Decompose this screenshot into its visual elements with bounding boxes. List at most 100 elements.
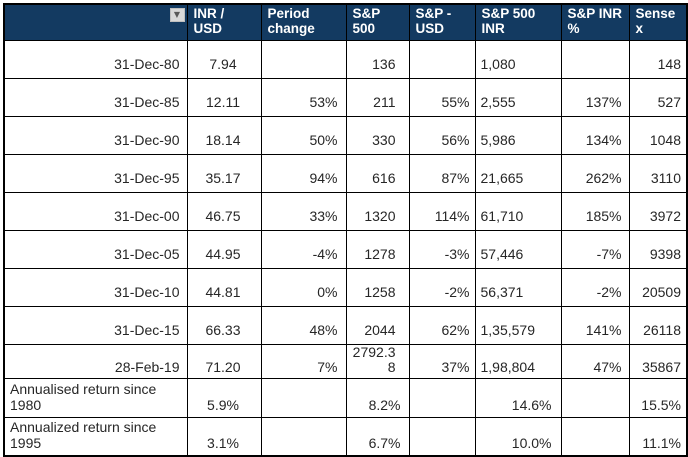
cell-text: 7%	[317, 358, 338, 375]
cell-text: 141%	[585, 321, 622, 338]
cell-text: 1258	[364, 283, 396, 300]
cell-text: 21,665	[480, 169, 524, 186]
column-header: INR / USD	[186, 3, 262, 41]
filter-dropdown-button[interactable]: ▼	[169, 8, 185, 22]
value-cell: 57,446	[474, 229, 562, 269]
table-row: 31-Dec-80 7.94 136 1,080 148	[3, 39, 688, 79]
summary-row: Annualized return since 1995 3.1% 6.7% 10.0…	[3, 416, 688, 456]
value-cell: 21,665	[474, 153, 562, 193]
value-cell: 0%	[260, 267, 347, 307]
cell-text: 31-Dec-00	[114, 207, 180, 224]
cell-text: 114%	[434, 207, 470, 224]
value-cell: 1048	[628, 115, 688, 155]
column-header-label: INR / USD	[193, 6, 225, 37]
value-cell: 61,710	[474, 191, 562, 231]
summary-value-cell	[560, 377, 630, 418]
table-row: 31-Dec-95 35.17 94% 616 87% 21,665 262% 3110	[3, 153, 688, 193]
cell-text: 44.81	[205, 283, 241, 300]
cell-text: 46.75	[205, 207, 241, 224]
cell-text: 137%	[585, 93, 622, 110]
table-row: 31-Dec-05 44.95 -4% 1278 -3% 57,446 -7% 9398	[3, 229, 688, 269]
cell-text: 33%	[309, 207, 338, 224]
value-cell: -2%	[560, 267, 630, 307]
column-header-label: S&P - USD	[415, 6, 452, 37]
table-row: 31-Dec-00 46.75 33% 1320 114% 61,710 185% 3972	[3, 191, 688, 231]
summary-value-cell	[260, 416, 347, 456]
summary-value-cell	[408, 377, 476, 418]
date-cell: 31-Dec-95	[3, 153, 188, 193]
value-cell: 66.33	[186, 305, 262, 345]
value-cell	[260, 39, 347, 79]
cell-text: 12.11	[206, 93, 240, 110]
date-cell: 31-Dec-90	[3, 115, 188, 155]
summary-value-cell: 10.0%	[474, 416, 562, 456]
cell-text: 31-Dec-80	[114, 55, 180, 72]
cell-text: 20509	[642, 283, 681, 300]
cell-text: 148	[657, 55, 681, 72]
value-cell: 3972	[628, 191, 688, 231]
value-cell: 44.81	[186, 267, 262, 307]
value-cell: 262%	[560, 153, 630, 193]
value-cell: 185%	[560, 191, 630, 231]
cell-text: 2,555	[480, 93, 516, 110]
table-row: 31-Dec-90 18.14 50% 330 56% 5,986 134% 1048	[3, 115, 688, 155]
cell-text: 136	[372, 55, 396, 72]
row-label-column-header: ▼	[3, 3, 188, 41]
cell-text: 35867	[642, 358, 681, 375]
value-cell: 1,35,579	[474, 305, 562, 345]
value-cell: 2044	[345, 305, 410, 345]
value-cell: 136	[345, 39, 410, 79]
cell-text: 1,080	[480, 55, 516, 72]
value-cell: 18.14	[186, 115, 262, 155]
cell-text: 2044	[364, 321, 396, 338]
value-cell	[408, 39, 476, 79]
date-cell: 28-Feb-19	[3, 343, 188, 379]
cell-text: 3.1%	[207, 434, 239, 451]
cell-text: 7.94	[209, 55, 237, 72]
cell-text: 527	[657, 93, 681, 110]
value-cell: 35867	[628, 343, 688, 379]
cell-text: Annualised return since 1980	[10, 380, 157, 413]
date-cell: 31-Dec-80	[3, 39, 188, 79]
column-header: S&P 500	[345, 3, 410, 41]
table-row: 31-Dec-85 12.11 53% 211 55% 2,555 137% 527	[3, 77, 688, 117]
value-cell: 330	[345, 115, 410, 155]
cell-text: 61,710	[480, 207, 524, 224]
cell-text: 71.20	[205, 358, 241, 375]
cell-text: 9398	[649, 245, 681, 262]
cell-text: 2792.38	[352, 344, 396, 375]
cell-text: 1278	[364, 245, 396, 262]
summary-value-cell: 6.7%	[345, 416, 410, 456]
summary-value-cell: 3.1%	[186, 416, 262, 456]
cell-text: 6.7%	[368, 434, 401, 451]
column-header: S&P - USD	[408, 3, 476, 41]
returns-table: ▼ INR / USD Period change S&P 500 S&P - USD S…	[3, 3, 688, 457]
cell-text: 1048	[649, 131, 681, 148]
summary-value-cell: 8.2%	[345, 377, 410, 418]
date-cell: 31-Dec-10	[3, 267, 188, 307]
cell-text: 31-Dec-95	[114, 169, 180, 186]
value-cell: 87%	[408, 153, 476, 193]
column-header-label: Period change	[267, 6, 315, 37]
cell-text: 37%	[441, 358, 470, 375]
cell-text: 1,98,804	[480, 358, 536, 375]
cell-text: 28-Feb-19	[114, 358, 180, 375]
value-cell: 141%	[560, 305, 630, 345]
column-header-label: S&P 500 INR	[481, 6, 536, 37]
value-cell: 50%	[260, 115, 347, 155]
value-cell: 94%	[260, 153, 347, 193]
value-cell: 5,986	[474, 115, 562, 155]
cell-text: 26118	[643, 321, 681, 338]
cell-text: 56%	[441, 131, 470, 148]
cell-text: 31-Dec-90	[114, 131, 180, 148]
cell-text: -2%	[596, 283, 622, 300]
value-cell: 1,98,804	[474, 343, 562, 379]
cell-text: -3%	[444, 245, 470, 262]
cell-text: -2%	[444, 283, 470, 300]
cell-text: 0%	[317, 283, 338, 300]
summary-label-cell: Annualised return since 1980	[3, 377, 188, 418]
value-cell: 7%	[260, 343, 347, 379]
value-cell: 53%	[260, 77, 347, 117]
column-header-label: S&P INR %	[567, 6, 623, 37]
date-cell: 31-Dec-00	[3, 191, 188, 231]
